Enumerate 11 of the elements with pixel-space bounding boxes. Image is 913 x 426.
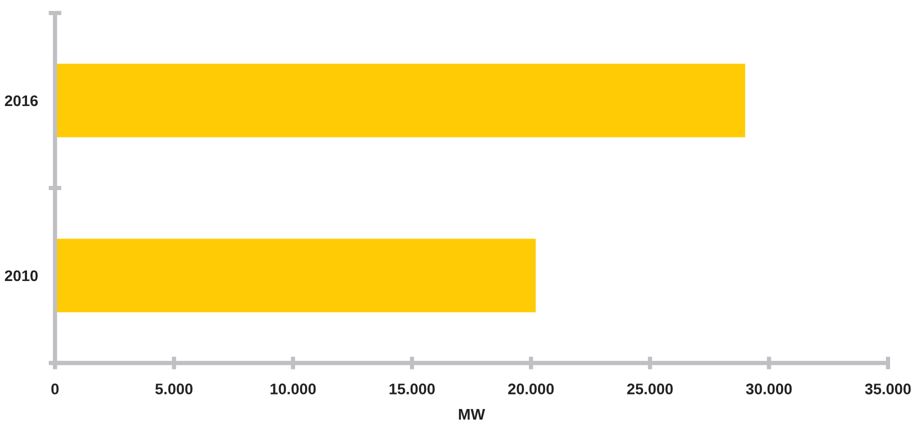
x-tick-label: 20.000 bbox=[508, 384, 554, 394]
x-tick-label: 0 bbox=[51, 384, 59, 394]
x-tick-label: 30.000 bbox=[746, 384, 792, 394]
x-tick-label: 15.000 bbox=[390, 384, 435, 394]
x-axis-title: MW bbox=[458, 409, 486, 420]
x-tick-label: 5.000 bbox=[155, 384, 192, 394]
x-tick-label: 25.000 bbox=[627, 384, 673, 394]
y-tick-label: 2016 bbox=[4, 95, 38, 106]
y-tick-label: 2010 bbox=[4, 270, 38, 282]
x-tick-label: 35.000 bbox=[864, 384, 911, 394]
x-tick-label: 10.000 bbox=[270, 384, 316, 394]
